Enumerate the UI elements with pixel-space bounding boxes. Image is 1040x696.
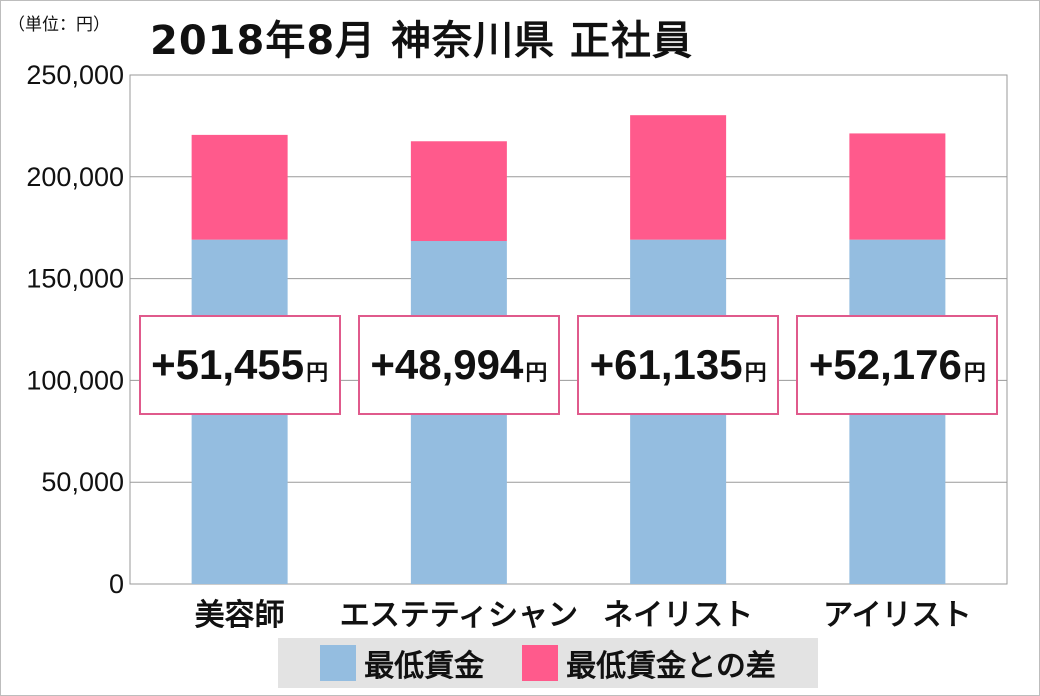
difference-unit: 円 xyxy=(306,361,329,386)
difference-unit: 円 xyxy=(744,361,767,386)
legend-item-minimum-wage: 最低賃金 xyxy=(320,641,484,685)
difference-value: +48,994 xyxy=(370,341,524,388)
y-tick-label: 200,000 xyxy=(26,162,124,192)
x-category-label: エステティシャン xyxy=(340,598,578,633)
difference-label-box: +61,135 円 xyxy=(577,315,780,415)
difference-label-box: +51,455 円 xyxy=(138,315,341,415)
difference-value: +51,455 xyxy=(151,341,305,388)
legend-label-minimum-wage: 最低賃金 xyxy=(364,649,485,684)
legend: 最低賃金 最低賃金との差 xyxy=(278,638,818,688)
difference-value: +52,176 xyxy=(808,341,962,388)
x-category-label: 美容師 xyxy=(195,598,285,633)
y-tick-label: 150,000 xyxy=(26,264,124,294)
y-tick-label: 0 xyxy=(109,569,124,599)
difference-unit: 円 xyxy=(963,361,986,386)
y-tick-label: 50,000 xyxy=(41,467,124,497)
bar-difference xyxy=(191,134,288,240)
y-tick-label: 250,000 xyxy=(26,60,124,90)
difference-value: +61,135 xyxy=(589,341,743,388)
y-tick-label: 100,000 xyxy=(26,365,124,395)
legend-swatch-minimum-wage xyxy=(320,645,357,681)
bar-difference xyxy=(410,141,507,242)
bar-difference xyxy=(630,115,727,240)
legend-item-difference: 最低賃金との差 xyxy=(522,641,776,685)
bar-difference xyxy=(849,133,946,240)
unit-label: （単位：円） xyxy=(8,15,110,35)
chart-title: 2018年8月 神奈川県 正社員 xyxy=(150,18,694,64)
legend-label-difference: 最低賃金との差 xyxy=(566,649,776,684)
x-category-label: ネイリスト xyxy=(603,598,753,633)
difference-label-box: +48,994 円 xyxy=(357,315,560,415)
x-category-label: アイリスト xyxy=(823,598,972,633)
difference-label-box: +52,176 円 xyxy=(796,315,999,415)
difference-unit: 円 xyxy=(525,361,548,386)
legend-swatch-difference xyxy=(522,645,559,681)
